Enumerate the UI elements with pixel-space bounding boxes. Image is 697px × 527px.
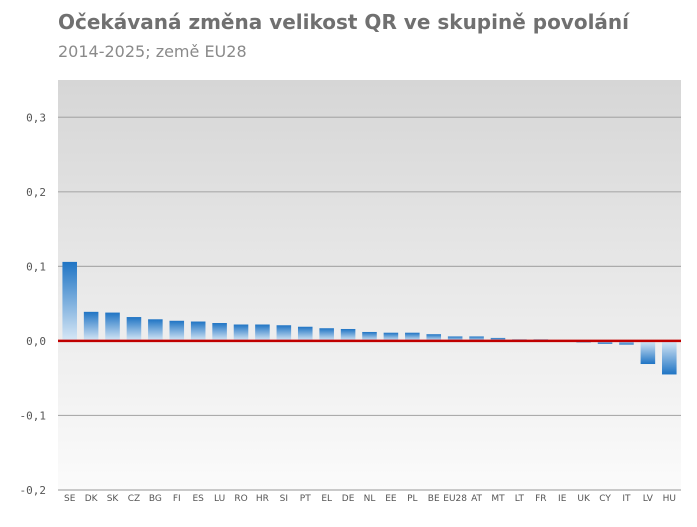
x-tick-label: RO <box>234 494 247 504</box>
bar-cz <box>126 317 142 341</box>
x-tick-label: CY <box>599 494 611 504</box>
x-tick-label: MT <box>491 494 505 504</box>
x-tick-label: SK <box>107 494 120 504</box>
bar-nl <box>362 331 377 341</box>
x-tick-label: DE <box>342 494 355 504</box>
bar-pt <box>297 326 313 341</box>
bar-be <box>426 334 442 341</box>
bar-cy <box>597 340 613 344</box>
bar-hu <box>662 340 677 375</box>
x-tick-label: AT <box>471 494 482 504</box>
x-axis: SE DK SK CZ BG FI ES LU RO HR SI PT EL DE NL EE PL BE EU28… <box>64 494 676 504</box>
y-tick-label: -0,1 <box>20 409 47 422</box>
x-tick-label: HU <box>663 494 676 504</box>
x-tick-label: BG <box>149 494 162 504</box>
grid-lines <box>58 116 681 491</box>
x-tick-label: IT <box>622 494 631 504</box>
y-axis: -0,2 -0,1 0,0 0,1 0,2 0,3 <box>20 111 47 497</box>
bar-ro <box>233 324 249 341</box>
bar-eu28 <box>447 336 463 341</box>
x-tick-label: BE <box>428 494 440 504</box>
bar-lu <box>212 323 227 341</box>
x-tick-label: EU28 <box>443 494 467 504</box>
chart-title: Očekávaná změna velikost QR ve skupině p… <box>58 10 630 34</box>
x-tick-label: HR <box>256 494 269 504</box>
x-tick-label: CZ <box>128 494 140 504</box>
x-tick-label: FI <box>173 494 181 504</box>
bar-fi <box>169 320 185 341</box>
bar-si <box>276 325 292 341</box>
x-tick-label: LT <box>515 494 525 504</box>
x-tick-label: EE <box>385 494 397 504</box>
x-tick-label: EL <box>321 494 332 504</box>
x-tick-label: PL <box>407 494 417 504</box>
bar-lv <box>640 340 656 365</box>
x-tick-label: SI <box>280 494 288 504</box>
bar-hr <box>255 324 270 341</box>
x-tick-label: UK <box>577 494 591 504</box>
bar-se <box>62 261 77 341</box>
bar-dk <box>83 311 99 341</box>
x-tick-label: IE <box>558 494 567 504</box>
x-tick-label: LV <box>643 494 654 504</box>
x-tick-label: FR <box>535 494 546 504</box>
x-tick-label: LU <box>214 494 225 504</box>
bar-es <box>190 321 206 341</box>
x-tick-label: PT <box>300 494 311 504</box>
x-tick-label: DK <box>85 494 99 504</box>
y-tick-label: 0,2 <box>26 186 46 199</box>
x-tick-label: ES <box>192 494 204 504</box>
bar-el <box>319 328 334 341</box>
bar-pl <box>405 332 420 341</box>
bar-mt <box>490 337 506 341</box>
y-tick-label: 0,3 <box>26 111 46 124</box>
x-tick-label: SE <box>64 494 76 504</box>
plot-area <box>58 80 681 490</box>
bar-de <box>340 328 356 341</box>
bars <box>62 261 677 375</box>
bar-it <box>619 340 634 345</box>
chart-subtitle: 2014-2025; země EU28 <box>58 42 247 61</box>
bar-sk <box>105 312 120 341</box>
bar-bg <box>148 319 163 341</box>
x-tick-label: NL <box>364 494 376 504</box>
y-tick-label: 0,1 <box>26 260 46 273</box>
y-tick-label: 0,0 <box>26 335 46 348</box>
y-tick-label: -0,2 <box>20 484 47 497</box>
bar-at <box>469 336 484 341</box>
bar-ee <box>383 332 399 341</box>
